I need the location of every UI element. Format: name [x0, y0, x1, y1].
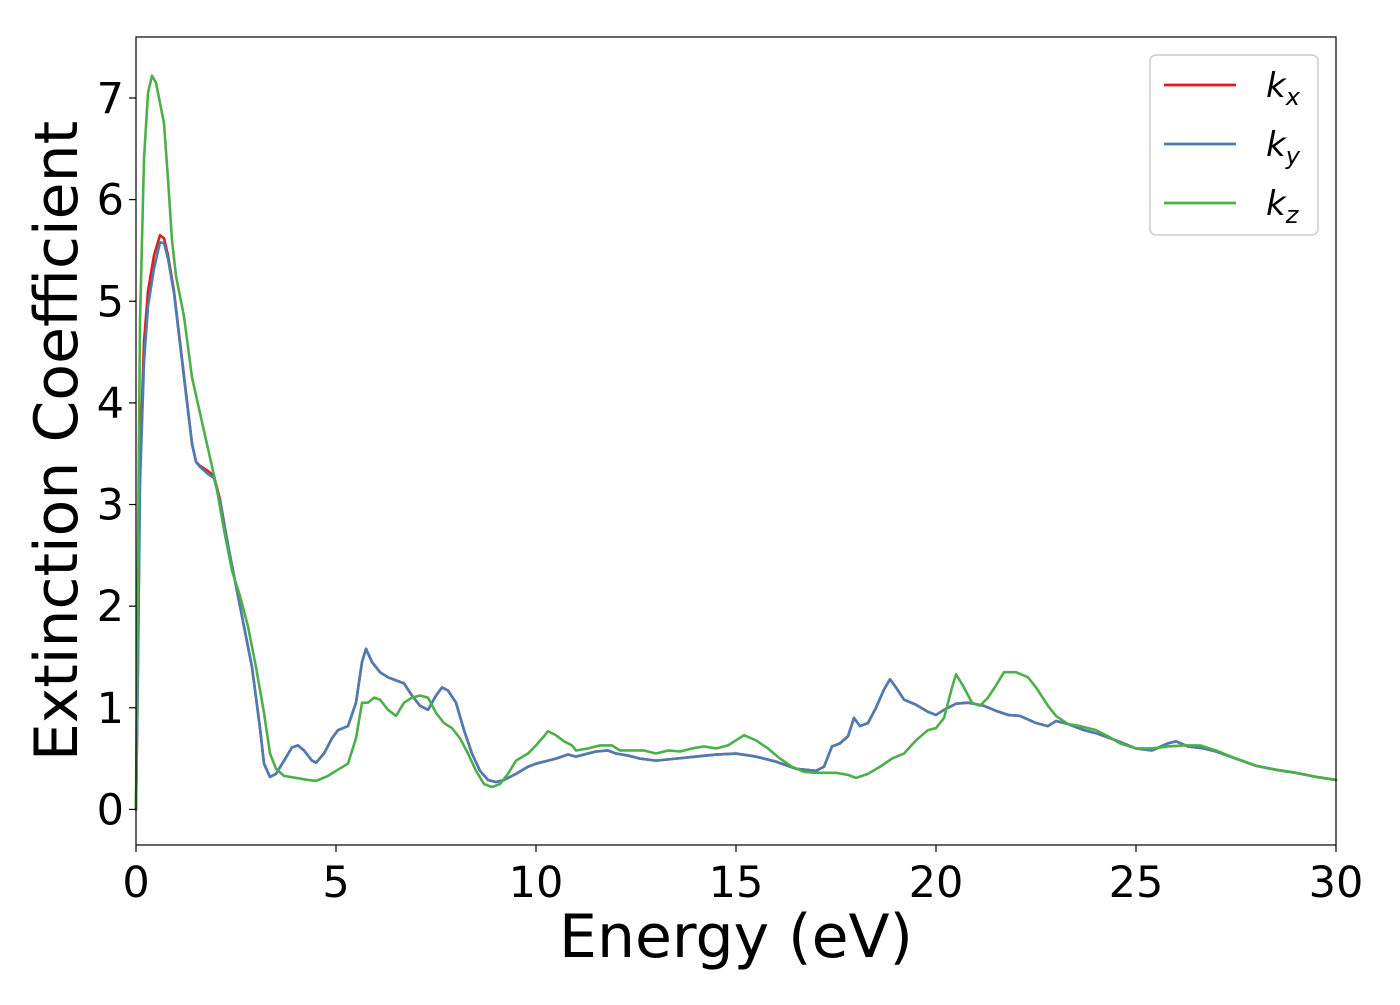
- legend-label-y: ky: [1266, 125, 1301, 170]
- y-axis-label: Extinction Coefficient: [22, 121, 92, 761]
- x-tick-label: 10: [509, 858, 564, 908]
- x-axis-label: Energy (eV): [559, 902, 913, 972]
- series-line-z: [134, 74, 1338, 811]
- x-tick-label: 30: [1309, 858, 1364, 908]
- y-tick-label: 3: [97, 481, 124, 531]
- y-tick-label: 6: [97, 176, 124, 226]
- series-line-x: [134, 233, 1338, 811]
- x-tick-label: 25: [1109, 858, 1164, 908]
- series-line-y: [134, 241, 1338, 811]
- x-tick-label: 20: [909, 858, 964, 908]
- y-tick-label: 4: [97, 379, 124, 429]
- y-tick-label: 5: [97, 277, 124, 327]
- legend-label-x: kx: [1266, 66, 1301, 111]
- ticks-layer: 0 5 10 15 20 25 30 0 1 2 3 4 5 6 7: [97, 74, 1364, 908]
- x-tick-label: 0: [122, 858, 149, 908]
- x-tick-label: 15: [709, 858, 764, 908]
- x-tick-label: 5: [322, 858, 349, 908]
- y-tick-label: 1: [97, 684, 124, 734]
- y-tick-label: 2: [97, 582, 124, 632]
- series-layer: [134, 74, 1338, 811]
- y-tick-label: 7: [97, 74, 124, 124]
- y-tick-label: 0: [97, 785, 124, 835]
